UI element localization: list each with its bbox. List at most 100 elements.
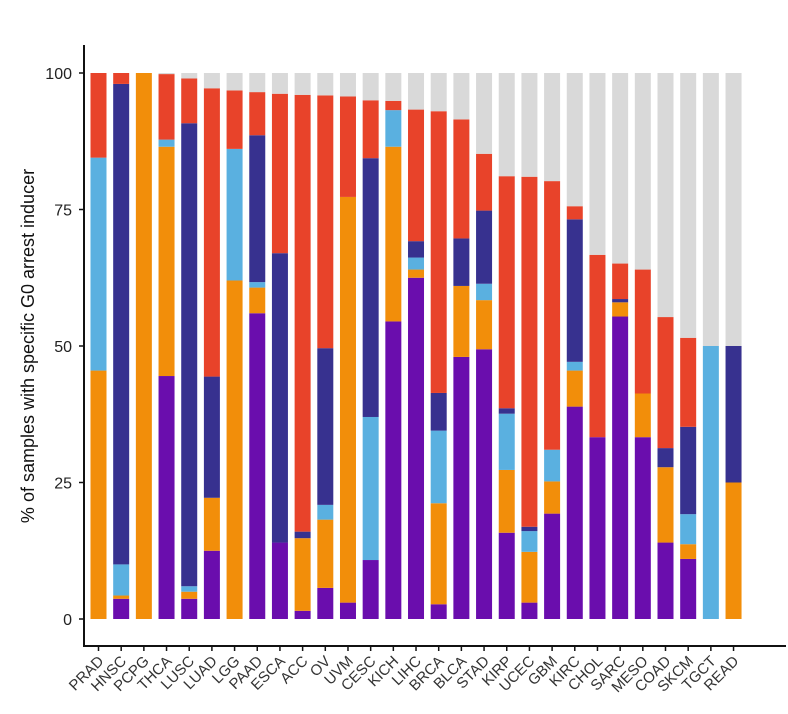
bar-segment-ov-5 bbox=[317, 73, 334, 96]
bar-segment-meso-1 bbox=[634, 393, 651, 438]
bar-segment-ucec-2 bbox=[521, 531, 538, 552]
bar-segment-skcm-3 bbox=[680, 426, 697, 515]
bar-segment-cesc-3 bbox=[362, 158, 379, 417]
bar-segment-lihc-3 bbox=[408, 241, 425, 258]
bar-segment-gbm-5 bbox=[544, 73, 561, 182]
bar-segment-sarc-3 bbox=[612, 299, 629, 303]
y-axis: 0 25 50 75 100 bbox=[45, 45, 85, 646]
bar-segment-hnsc-0 bbox=[113, 598, 130, 619]
bar-segment-thca-0 bbox=[158, 376, 175, 619]
bar-segment-ucec-4 bbox=[521, 176, 538, 527]
bar-segment-skcm-2 bbox=[680, 514, 697, 545]
bar-segment-skcm-4 bbox=[680, 337, 697, 427]
bar-segment-kirc-0 bbox=[566, 406, 583, 619]
bar-segment-kirp-1 bbox=[498, 469, 515, 533]
bar-segment-esca-4 bbox=[271, 93, 288, 254]
bar-segment-ov-3 bbox=[317, 348, 334, 505]
bar-segment-ov-1 bbox=[317, 519, 334, 588]
y-tick-label: 25 bbox=[54, 476, 72, 493]
bar-segment-stad-0 bbox=[476, 349, 493, 619]
x-axis: PRADHNSCPCPGTHCALUSCLUADLGGPAADESCAACCOV… bbox=[66, 645, 786, 696]
bar-segment-brca-5 bbox=[430, 73, 447, 112]
bar-segment-blca-1 bbox=[453, 285, 470, 357]
bar-segment-sarc-5 bbox=[612, 73, 629, 264]
bar-segment-brca-0 bbox=[430, 604, 447, 619]
bar-segment-thca-2 bbox=[158, 139, 175, 147]
bar-segment-ucec-0 bbox=[521, 602, 538, 619]
bar-segment-read-1 bbox=[725, 482, 742, 619]
bar-segment-luad-1 bbox=[203, 497, 220, 551]
bar-segment-thca-4 bbox=[158, 74, 175, 140]
bar-segment-cesc-2 bbox=[362, 416, 379, 561]
bar-segment-paad-3 bbox=[249, 135, 266, 283]
bar-segment-skcm-5 bbox=[680, 73, 697, 338]
bar-segment-lgg-4 bbox=[226, 90, 243, 149]
bar-segment-esca-5 bbox=[271, 73, 288, 94]
bar-segment-kirp-2 bbox=[498, 413, 515, 470]
bar-segment-ucec-5 bbox=[521, 73, 538, 177]
bar-segment-lihc-1 bbox=[408, 269, 425, 278]
bar-segment-hnsc-4 bbox=[113, 73, 130, 84]
bar-segment-uvm-0 bbox=[339, 602, 356, 619]
bar-segment-kirc-4 bbox=[566, 206, 583, 220]
bar-segment-hnsc-2 bbox=[113, 564, 130, 596]
bar-segment-meso-5 bbox=[634, 73, 651, 270]
bar-segment-thca-5 bbox=[158, 73, 175, 75]
y-tick-label: 50 bbox=[54, 339, 72, 356]
bar-segment-gbm-4 bbox=[544, 181, 561, 450]
bar-segment-chol-0 bbox=[589, 437, 606, 619]
bar-segment-acc-1 bbox=[294, 538, 311, 611]
bar-segment-coad-0 bbox=[657, 542, 674, 619]
bar-segment-esca-3 bbox=[271, 253, 288, 543]
bar-segment-kich-4 bbox=[385, 100, 402, 111]
bar-segment-blca-3 bbox=[453, 238, 470, 286]
bar-segment-kirc-2 bbox=[566, 361, 583, 371]
x-tick-label: ACC bbox=[277, 653, 312, 688]
bar-segment-luad-5 bbox=[203, 73, 220, 89]
bar-segment-blca-4 bbox=[453, 119, 470, 239]
bar-segment-paad-0 bbox=[249, 313, 266, 619]
bar-segment-read-3 bbox=[725, 346, 742, 483]
bar-segment-esca-0 bbox=[271, 542, 288, 619]
bar-segment-gbm-2 bbox=[544, 449, 561, 482]
bar-segment-gbm-1 bbox=[544, 481, 561, 514]
bar-segment-paad-2 bbox=[249, 282, 266, 288]
bar-segment-cesc-0 bbox=[362, 560, 379, 619]
bar-segment-brca-4 bbox=[430, 111, 447, 393]
bar-segment-lgg-5 bbox=[226, 73, 243, 91]
bar-segment-luad-0 bbox=[203, 550, 220, 619]
bar-segment-uvm-1 bbox=[339, 196, 356, 603]
bar-segment-coad-5 bbox=[657, 73, 674, 318]
y-axis-title: % of samples with specific G0 arrest ind… bbox=[18, 169, 38, 523]
bar-segment-brca-2 bbox=[430, 430, 447, 504]
y-tick-label: 75 bbox=[54, 203, 72, 220]
bar-segment-kich-2 bbox=[385, 110, 402, 147]
bar-segment-ucec-1 bbox=[521, 551, 538, 603]
bar-segment-brca-1 bbox=[430, 503, 447, 605]
bar-segment-lihc-0 bbox=[408, 277, 425, 619]
bar-segment-kich-1 bbox=[385, 146, 402, 322]
bar-segment-coad-1 bbox=[657, 467, 674, 543]
bar-segment-chol-5 bbox=[589, 73, 606, 255]
bar-segment-blca-0 bbox=[453, 356, 470, 619]
bar-segment-stad-4 bbox=[476, 153, 493, 211]
bar-segment-gbm-0 bbox=[544, 513, 561, 619]
bar-segment-lusc-5 bbox=[181, 73, 198, 79]
bar-segment-skcm-1 bbox=[680, 544, 697, 559]
bar-segment-coad-4 bbox=[657, 317, 674, 449]
bar-segment-meso-4 bbox=[634, 269, 651, 394]
bar-segment-prad-2 bbox=[90, 157, 107, 371]
bar-segment-lusc-1 bbox=[181, 591, 198, 599]
bar-segment-skcm-0 bbox=[680, 558, 697, 619]
bar-segment-kich-0 bbox=[385, 321, 402, 619]
bar-segment-kirp-5 bbox=[498, 73, 515, 177]
bar-segment-hnsc-1 bbox=[113, 595, 130, 599]
bar-segment-coad-3 bbox=[657, 448, 674, 468]
bar-segment-blca-5 bbox=[453, 73, 470, 120]
bar-segment-lusc-4 bbox=[181, 78, 198, 124]
bar-segment-acc-3 bbox=[294, 531, 311, 539]
bar-segment-kirp-3 bbox=[498, 408, 515, 414]
bar-segment-sarc-0 bbox=[612, 316, 629, 619]
y-tick-label: 0 bbox=[63, 612, 72, 629]
